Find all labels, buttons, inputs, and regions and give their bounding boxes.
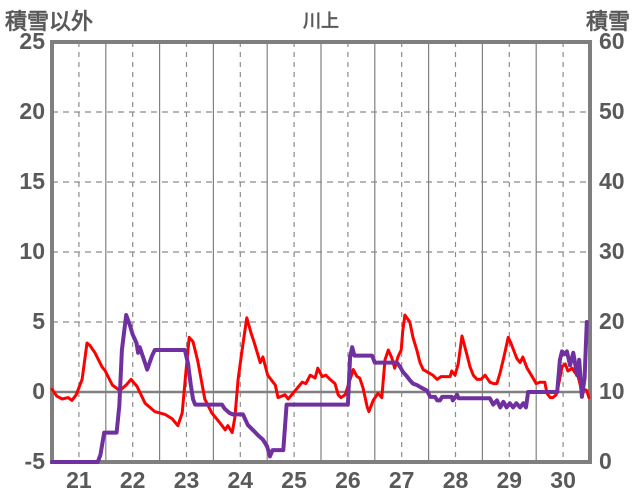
right-axis-tick: 40 <box>599 168 625 195</box>
series-line-0 <box>50 313 591 435</box>
x-axis-tick: 26 <box>335 467 361 493</box>
right-axis-tick: 20 <box>599 308 625 335</box>
right-axis-tick: 60 <box>599 28 625 55</box>
left-axis-title: 積雪以外 <box>5 9 94 34</box>
left-axis-tick: 10 <box>19 238 45 265</box>
right-axis-tick: 50 <box>599 98 625 125</box>
plot-area <box>50 40 592 464</box>
left-axis-tick: 15 <box>19 168 45 195</box>
left-axis-tick: 25 <box>19 28 45 55</box>
right-axis-tick: 30 <box>599 238 625 265</box>
chart-canvas <box>50 40 592 464</box>
left-axis-tick: 0 <box>32 378 45 405</box>
left-axis-tick: -5 <box>24 448 45 475</box>
plot-border <box>50 40 592 464</box>
chart-title: 川上 <box>303 11 339 31</box>
left-axis-tick: 20 <box>19 98 45 125</box>
x-axis-tick: 29 <box>496 467 523 493</box>
x-axis-tick: 30 <box>550 467 576 493</box>
x-axis-tick: 22 <box>119 467 146 493</box>
right-axis-tick: 10 <box>599 378 625 405</box>
x-axis-tick: 25 <box>281 467 307 493</box>
series-line-1 <box>50 313 589 464</box>
x-axis-tick: 21 <box>66 467 92 493</box>
right-axis-title: 積雪 <box>585 9 630 34</box>
x-axis-tick: 23 <box>173 467 200 493</box>
right-axis-tick: 0 <box>599 448 612 475</box>
left-axis-tick: 5 <box>32 308 45 335</box>
x-axis-tick: 28 <box>442 467 469 493</box>
x-axis-tick: 24 <box>227 467 254 493</box>
x-axis-tick: 27 <box>388 467 415 493</box>
